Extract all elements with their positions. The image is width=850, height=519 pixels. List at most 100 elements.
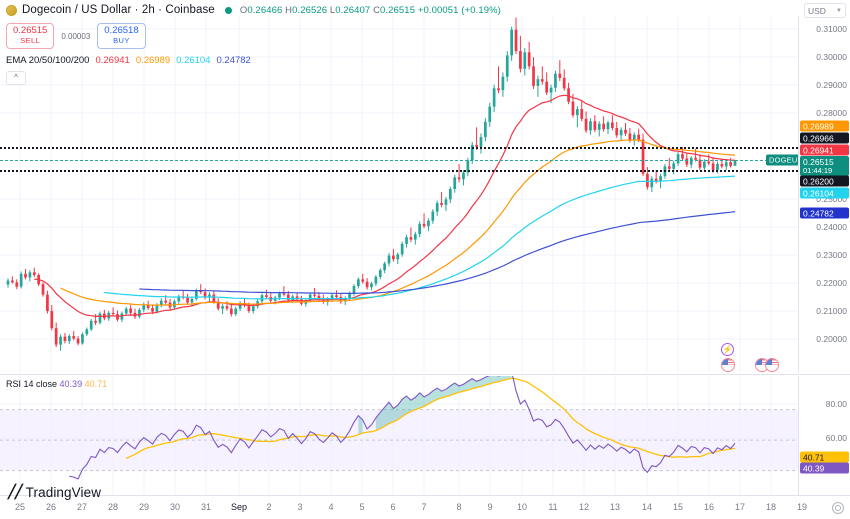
price-axis-tick: 0.21000: [816, 306, 847, 316]
time-axis-tick: 19: [796, 502, 808, 512]
low-value: 0.26407: [335, 4, 371, 16]
buy-label: BUY: [113, 36, 130, 46]
rsi-chart-pane[interactable]: [0, 376, 798, 495]
time-axis-tick: 25: [14, 502, 26, 512]
ema20-value: 0.26941: [95, 54, 130, 66]
trade-buttons-row: 0.26515 SELL 0.00003 0.26518 BUY: [6, 22, 501, 50]
low-label: L: [329, 4, 336, 16]
open-label: O: [239, 4, 248, 16]
price-axis-tick: 0.29000: [816, 80, 847, 90]
time-axis-tick: 5: [359, 502, 365, 512]
us-flag-icon[interactable]: [721, 358, 735, 372]
us-flag-icon[interactable]: [765, 358, 779, 372]
ema50-value: 0.26989: [135, 54, 171, 66]
chart-legend: Dogecoin / US Dollar · 2h · Coinbase O0.…: [6, 2, 501, 85]
price-axis-tick: 0.28000: [816, 108, 847, 118]
time-axis-tick: 7: [421, 502, 427, 512]
tradingview-mark-icon: ╱╱: [8, 484, 23, 499]
time-axis[interactable]: 25 26 27 28 29 30 31 Sep 2 3 4 5 6 7 8 9 10 11 12 13 14 15 16 1…: [0, 495, 850, 519]
buy-button[interactable]: 0.26518 BUY: [97, 23, 146, 49]
current-price-line[interactable]: [0, 160, 798, 162]
ema50-price-chip[interactable]: 0.26989: [800, 120, 849, 132]
rsi-ma-legend-value: 40.71: [84, 379, 108, 389]
time-axis-tick: 27: [76, 502, 88, 512]
time-axis-tick: 12: [578, 502, 590, 512]
level-price-chip[interactable]: 0.26200: [800, 175, 849, 187]
rsi-value-chip[interactable]: 40.39: [800, 462, 849, 474]
close-value: 0.26515: [380, 4, 416, 16]
price-axis-tick: 0.23000: [816, 250, 847, 260]
ema200-value: 0.24782: [216, 54, 251, 66]
time-axis-tick: 13: [609, 502, 621, 512]
price-axis-tick: 0.31000: [816, 24, 847, 34]
time-axis-tick: Sep: [230, 502, 248, 512]
ema-indicator-label: EMA 20/50/100/200: [6, 54, 90, 66]
high-label: H: [285, 4, 293, 16]
ema-legend-row[interactable]: EMA 20/50/100/200 0.26941 0.26989 0.2610…: [6, 53, 501, 67]
spread-value: 0.00003: [61, 31, 91, 41]
time-axis-tick: 28: [107, 502, 119, 512]
last-price-value: 0.26515: [803, 156, 834, 167]
currency-selector[interactable]: USD ▼: [804, 3, 846, 18]
ema-price-chip[interactable]: 0.26966: [800, 132, 849, 144]
buy-price: 0.26518: [104, 25, 139, 37]
dogecoin-icon: [6, 4, 17, 16]
price-axis-tick: 0.25000: [816, 194, 847, 204]
price-axis[interactable]: 0.31000 0.30000 0.29000 0.28000 0.25000 0.240…: [798, 16, 850, 373]
time-axis-tick: 14: [641, 502, 653, 512]
symbol-title[interactable]: Dogecoin / US Dollar · 2h · Coinbase: [22, 4, 215, 16]
high-value: 0.26526: [292, 4, 328, 16]
time-axis-tick: 29: [138, 502, 150, 512]
rsi-axis-tick: 80.00: [825, 399, 847, 409]
tradingview-wordmark: TradingView: [25, 484, 102, 500]
rsi-ma-chip[interactable]: 40.71: [800, 451, 849, 463]
rsi-chart: [0, 376, 798, 495]
sell-button[interactable]: 0.26515 SELL: [6, 23, 55, 49]
rsi-legend-label: RSI 14 close: [6, 379, 58, 389]
candlestick-chart: [0, 16, 798, 373]
price-axis-tick: 0.22000: [816, 278, 847, 288]
bar-countdown: 01:44:19: [803, 165, 833, 175]
time-axis-tick: 15: [672, 502, 684, 512]
tradingview-logo[interactable]: ╱╱ TradingView: [8, 484, 101, 500]
price-level-line[interactable]: [0, 147, 798, 150]
close-label: C: [373, 4, 381, 16]
rsi-legend-value: 40.39: [59, 379, 83, 389]
time-axis-tick: 8: [456, 502, 462, 512]
time-axis-tick: 10: [516, 502, 528, 512]
last-price-chip[interactable]: 0.26515 01:44:19: [800, 156, 849, 176]
sell-price: 0.26515: [13, 25, 48, 37]
price-axis-tick: 0.30000: [816, 52, 847, 62]
time-axis-tick: 9: [487, 502, 493, 512]
change-value: +0.00051: [417, 4, 459, 16]
price-level-line[interactable]: [0, 170, 798, 173]
clock-icon[interactable]: [832, 502, 844, 514]
ema200-price-chip[interactable]: 0.24782: [800, 207, 849, 219]
time-axis-tick: 6: [390, 502, 396, 512]
rsi-axis-tick: 60.00: [825, 433, 847, 443]
symbol-header-row: Dogecoin / US Dollar · 2h · Coinbase O0.…: [6, 2, 501, 18]
price-axis-tick: 0.20000: [816, 334, 847, 344]
time-axis-tick: 2: [266, 502, 272, 512]
ai-spark-icon[interactable]: ⚡: [721, 343, 734, 356]
ohlc-values: O0.26466 H0.26526 L0.26407 C0.26515 +0.0…: [240, 5, 501, 16]
price-chart-pane[interactable]: [0, 16, 798, 373]
ema100-price-chip[interactable]: 0.26104: [800, 187, 849, 199]
time-axis-tick: 30: [169, 502, 181, 512]
time-axis-tick: 3: [297, 502, 303, 512]
change-percent: (+0.19%): [461, 4, 501, 16]
time-axis-tick: 18: [765, 502, 777, 512]
time-axis-tick: 16: [703, 502, 715, 512]
time-axis-tick: 11: [548, 502, 558, 512]
chevron-down-icon: ▼: [836, 7, 842, 14]
open-value: 0.26466: [247, 4, 283, 16]
price-axis-tick: 0.24000: [816, 222, 847, 232]
ema20-price-chip[interactable]: 0.26941: [800, 144, 849, 156]
time-axis-tick: 4: [328, 502, 334, 512]
sell-label: SELL: [20, 36, 41, 46]
rsi-legend[interactable]: RSI 14 close 40.39 40.71: [6, 379, 107, 389]
chevron-up-icon[interactable]: ^: [6, 71, 26, 85]
time-axis-tick: 17: [734, 502, 746, 512]
